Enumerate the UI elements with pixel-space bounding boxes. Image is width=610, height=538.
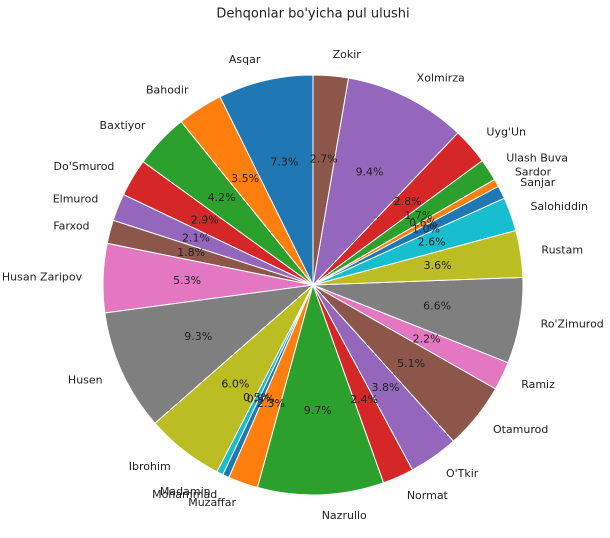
value-label: 2.3% — [257, 397, 285, 410]
slice-label: Rustam — [541, 244, 583, 257]
slice-label: Bahodir — [146, 83, 189, 96]
slice-label: Ulash Buva — [506, 151, 568, 164]
value-label: 0.5% — [243, 391, 271, 404]
value-label: 3.5% — [231, 172, 259, 185]
value-label: 2.7% — [310, 152, 338, 165]
value-label: 2.8% — [394, 195, 422, 208]
slice-label: Ramiz — [521, 378, 555, 391]
value-label: 5.1% — [397, 357, 425, 370]
slice-label: Ro'Zimurod — [541, 317, 604, 330]
pie-slice — [256, 283, 385, 496]
slice-label: Sanjar — [520, 176, 555, 189]
slice-label: Normat — [407, 489, 449, 502]
value-label: 2.9% — [191, 214, 219, 227]
value-label: 7.3% — [270, 155, 298, 168]
slice-label: Ibrohim — [129, 460, 171, 473]
value-label: 0.6% — [409, 217, 437, 230]
value-label: 1.7% — [404, 209, 432, 222]
slice-label: Muzaffar — [188, 496, 236, 509]
slice-label: Nazrullo — [322, 509, 367, 522]
slice-label: O'Tkir — [446, 467, 479, 480]
pie-slice — [104, 284, 315, 424]
value-label: 9.4% — [356, 165, 384, 178]
slice-label: Asqar — [229, 53, 261, 66]
value-label: 2.4% — [350, 393, 378, 406]
slice-label: Sardor — [515, 166, 552, 179]
slice-label: Do'Smurod — [54, 160, 115, 173]
slice-label: Mohammad — [152, 488, 217, 501]
value-label: 5.3% — [173, 274, 201, 287]
slice-label: Baxtiyor — [100, 119, 146, 132]
chart-title: Dehqonlar bo'yicha pul ulushi — [216, 7, 409, 22]
value-label: 3.8% — [372, 381, 400, 394]
value-label: 4.2% — [208, 191, 236, 204]
slice-label: Husen — [68, 373, 103, 386]
slice-label: Madamin — [160, 485, 211, 498]
value-label: 1.0% — [412, 222, 440, 235]
value-label: 3.6% — [424, 259, 452, 272]
slice-label: Xolmirza — [417, 72, 465, 85]
slice-label: Zokir — [333, 48, 362, 61]
value-label: 2.6% — [418, 235, 446, 248]
slice-label: Otamurod — [493, 423, 548, 436]
slice-label: Husan Zaripov — [2, 270, 83, 283]
pie-slice — [312, 74, 350, 286]
value-label: 2.2% — [413, 333, 441, 346]
value-label: 0.5% — [247, 393, 275, 406]
slice-label: Salohiddin — [530, 200, 588, 213]
value-label: 2.1% — [182, 231, 210, 244]
value-label: 6.6% — [423, 299, 451, 312]
value-label: 9.7% — [304, 404, 332, 417]
value-label: 9.3% — [184, 330, 212, 343]
slice-label: Elmurod — [53, 193, 99, 206]
slice-label: Farxod — [53, 219, 89, 232]
slice-label: Uyg'Un — [486, 125, 526, 138]
pie-slice — [312, 77, 459, 287]
value-label: 1.8% — [177, 246, 205, 259]
value-label: 6.0% — [221, 377, 249, 390]
